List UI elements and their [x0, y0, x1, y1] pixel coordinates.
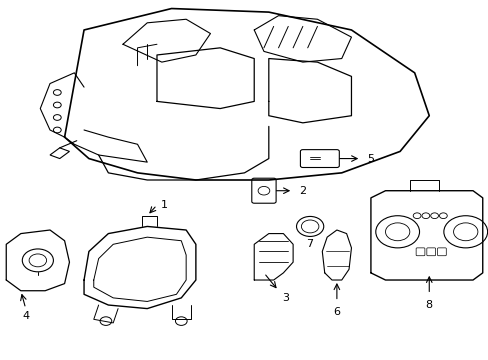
Text: 8: 8: [425, 300, 432, 310]
Text: 5: 5: [366, 154, 374, 163]
Text: 6: 6: [333, 307, 340, 317]
Text: 3: 3: [282, 293, 289, 303]
Text: 7: 7: [306, 239, 313, 249]
Text: 1: 1: [161, 200, 167, 210]
Text: 2: 2: [299, 186, 306, 196]
Text: 4: 4: [22, 311, 29, 321]
